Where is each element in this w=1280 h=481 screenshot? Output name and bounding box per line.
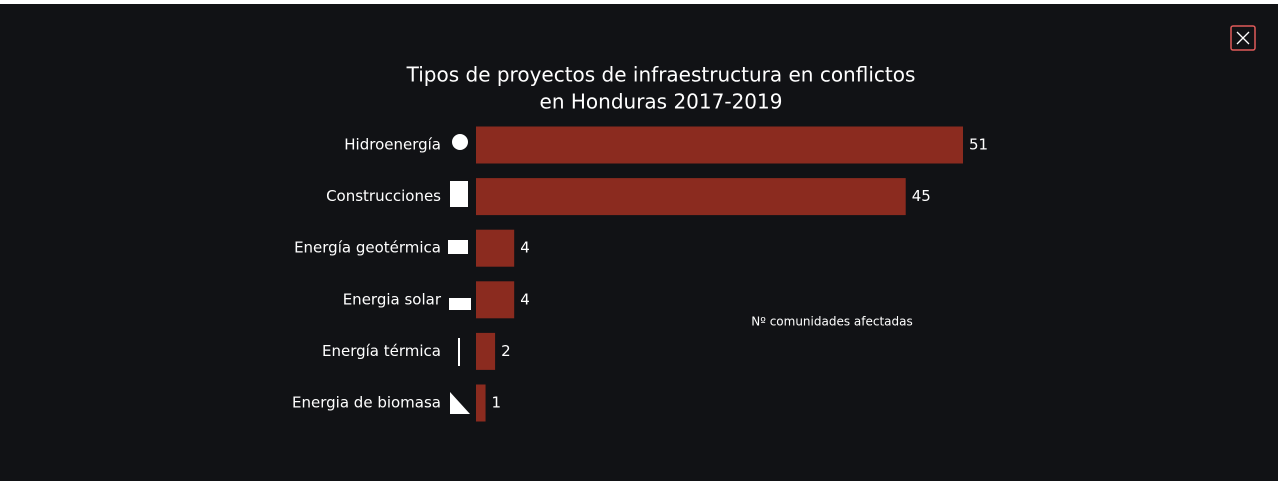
icon-building xyxy=(450,181,468,207)
value-label: 2 xyxy=(501,342,511,360)
bar xyxy=(476,281,515,319)
close-button[interactable] xyxy=(1230,25,1256,51)
value-label: 45 xyxy=(912,187,931,205)
background xyxy=(0,4,1278,481)
category-label: Energia solar xyxy=(343,290,442,308)
icon-hydro xyxy=(452,134,468,150)
value-label: 51 xyxy=(969,136,988,154)
category-label: Energía térmica xyxy=(322,342,441,360)
icon-wind xyxy=(458,338,460,366)
icon-biomass xyxy=(450,392,470,414)
category-label: Energía geotérmica xyxy=(294,239,441,257)
close-icon[interactable] xyxy=(1236,31,1250,45)
bar xyxy=(476,332,496,370)
icon-factory xyxy=(449,298,471,310)
close-box[interactable] xyxy=(1230,25,1256,51)
chart-title: Tipos de proyectos de infraestructura en… xyxy=(406,63,916,87)
bar xyxy=(476,178,906,216)
value-label: 4 xyxy=(520,290,530,308)
icons xyxy=(448,134,471,414)
icon-solar xyxy=(448,240,468,254)
chart-title: en Honduras 2017-2019 xyxy=(540,90,783,114)
category-label: Construcciones xyxy=(326,187,441,205)
bar xyxy=(476,126,963,164)
bar xyxy=(476,229,515,267)
value-label: 4 xyxy=(520,239,530,257)
category-label: Hidroenergía xyxy=(344,136,441,154)
bar xyxy=(476,384,486,422)
category-label: Energia de biomasa xyxy=(292,394,441,412)
annotation: Nº comunidades afectadas xyxy=(751,315,913,329)
value-label: 1 xyxy=(492,394,502,412)
